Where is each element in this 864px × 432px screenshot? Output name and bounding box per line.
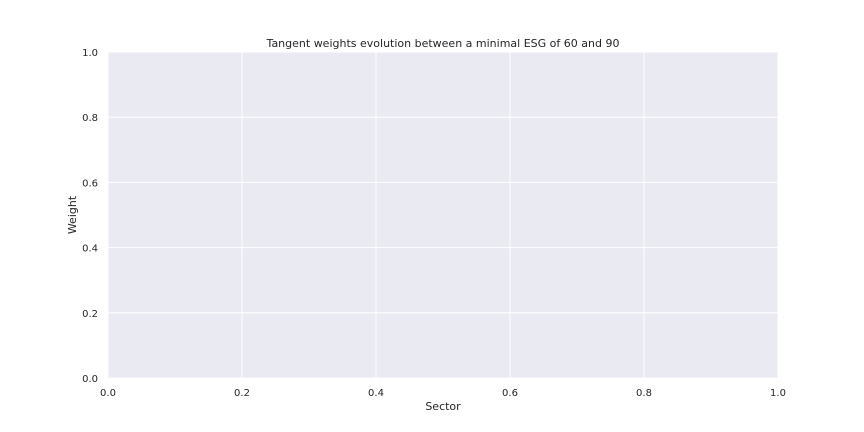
chart-title: Tangent weights evolution between a mini… (266, 37, 620, 50)
y-tick-labels: 0.0 0.2 0.4 0.6 0.8 1.0 (82, 48, 98, 385)
x-tick-label: 0.2 (234, 388, 250, 399)
x-tick-label: 0.4 (368, 388, 384, 399)
y-tick-label: 1.0 (82, 48, 98, 59)
y-tick-label: 0.0 (82, 374, 98, 385)
x-tick-label: 0.8 (636, 388, 652, 399)
x-tick-labels: 0.0 0.2 0.4 0.6 0.8 1.0 (100, 388, 786, 399)
y-tick-label: 0.4 (82, 244, 98, 255)
x-tick-label: 0.0 (100, 388, 116, 399)
y-tick-label: 0.2 (82, 309, 98, 320)
x-tick-label: 0.6 (502, 388, 518, 399)
x-tick-label: 1.0 (770, 388, 786, 399)
y-tick-label: 0.6 (82, 178, 98, 189)
y-tick-label: 0.8 (82, 113, 98, 124)
plot-background (108, 52, 778, 378)
x-axis-label: Sector (425, 400, 461, 413)
y-axis-label: Weight (66, 195, 79, 234)
grid-lines (107, 51, 779, 379)
